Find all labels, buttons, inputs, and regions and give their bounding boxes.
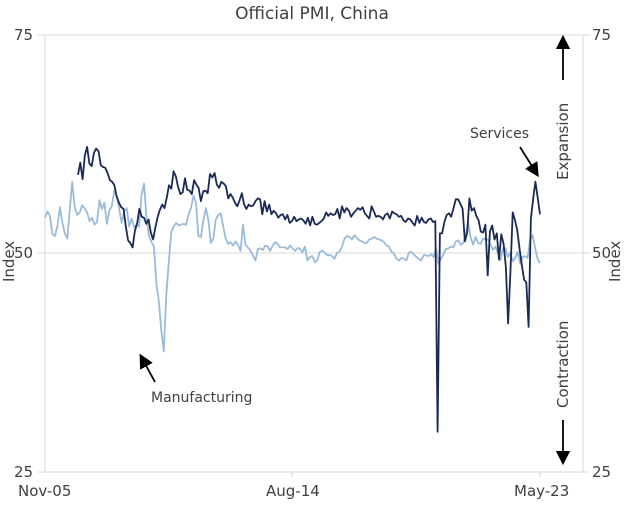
y-tick-right-25: 25	[592, 463, 612, 481]
services-arrow-icon	[519, 146, 539, 178]
y-tick-left-25: 25	[14, 463, 34, 481]
y-tick-right-50: 50	[592, 244, 612, 262]
y-tick-left-50: 50	[14, 244, 34, 262]
manufacturing-line	[44, 180, 541, 353]
y-axis-label-left: Index	[0, 240, 18, 282]
expansion-label: Expansion	[554, 102, 572, 180]
chart-title: Official PMI, China	[235, 4, 389, 24]
y-tick-left-75: 75	[14, 26, 34, 44]
contraction-label: Contraction	[554, 320, 572, 408]
services-line	[77, 145, 541, 433]
services-annotation: Services	[470, 126, 530, 142]
y-tick-right-75: 75	[592, 26, 612, 44]
x-tick-nov-05: Nov-05	[18, 482, 72, 500]
x-tick-may-23: May-23	[514, 482, 570, 500]
manufacturing-arrow-icon	[139, 353, 156, 383]
manufacturing-annotation: Manufacturing	[151, 390, 253, 406]
y-axis-label-right: Index	[606, 240, 624, 282]
x-tick-aug-14: Aug-14	[266, 482, 320, 500]
